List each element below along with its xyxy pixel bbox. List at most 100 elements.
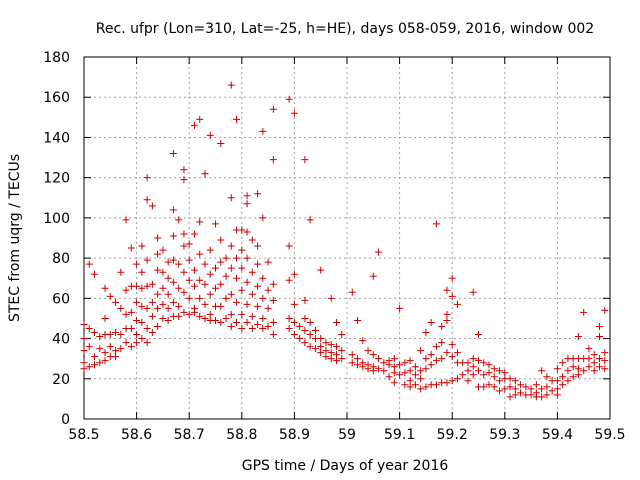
y-tick-label: 80 — [52, 251, 70, 267]
x-tick-label: 59.2 — [437, 427, 468, 443]
data-point — [233, 254, 241, 262]
data-point — [590, 359, 598, 367]
data-point — [212, 220, 219, 228]
data-point — [91, 361, 99, 369]
data-point — [553, 365, 561, 373]
x-tick-label: 58.6 — [121, 427, 152, 443]
data-point — [490, 373, 498, 381]
data-point — [354, 361, 362, 369]
data-point — [143, 174, 151, 182]
data-point — [559, 373, 567, 381]
data-point — [332, 318, 340, 326]
data-point — [196, 218, 204, 226]
data-point — [169, 232, 177, 240]
data-point — [332, 351, 340, 359]
data-point — [585, 363, 593, 371]
data-point — [127, 343, 135, 351]
data-point — [148, 298, 156, 306]
data-point — [417, 367, 425, 375]
data-point — [296, 322, 304, 330]
data-point — [406, 383, 414, 391]
data-point — [317, 335, 325, 343]
data-point — [243, 318, 251, 326]
data-point — [480, 371, 488, 379]
data-point — [243, 200, 251, 208]
y-tick-label: 180 — [43, 50, 70, 66]
data-point — [175, 302, 183, 310]
data-point — [85, 363, 93, 371]
data-point — [438, 322, 446, 330]
data-point — [217, 302, 225, 310]
data-point — [238, 325, 246, 332]
data-point — [264, 322, 272, 330]
data-point — [601, 349, 609, 357]
data-point — [159, 246, 167, 254]
data-point — [559, 381, 567, 389]
data-point — [233, 318, 241, 326]
data-point — [517, 389, 525, 397]
data-point — [143, 196, 151, 204]
data-point — [212, 264, 219, 272]
x-axis-ticks: 58.5 58.6 58.7 58.8 58.9 59 59.1 59.2 59.3 59.4 59… — [68, 57, 626, 443]
data-point — [80, 320, 88, 328]
data-point — [411, 381, 419, 389]
data-point — [411, 363, 419, 371]
data-point — [169, 278, 177, 286]
x-tick-label: 58.8 — [226, 427, 257, 443]
data-point — [375, 248, 383, 256]
data-point — [254, 302, 262, 310]
data-point — [338, 331, 346, 339]
data-point — [432, 343, 440, 351]
data-point — [432, 357, 440, 365]
data-point — [222, 314, 230, 322]
data-point — [133, 298, 141, 306]
data-point — [233, 298, 241, 306]
data-point — [422, 383, 430, 391]
data-point — [180, 166, 188, 174]
data-point — [385, 373, 393, 381]
data-point — [169, 206, 177, 214]
data-point — [264, 304, 272, 312]
data-point — [396, 371, 404, 379]
data-point — [159, 300, 167, 308]
data-point — [559, 359, 567, 367]
data-point — [359, 337, 367, 345]
data-point — [259, 294, 267, 302]
y-axis-label: STEC from uqrg / TECUs — [7, 154, 23, 322]
data-point — [301, 156, 309, 164]
data-point — [101, 349, 109, 357]
data-point — [138, 268, 146, 276]
data-point — [243, 254, 251, 262]
data-point — [96, 333, 104, 341]
data-point — [406, 367, 414, 375]
data-point — [469, 288, 477, 296]
data-point — [148, 202, 156, 210]
data-point — [290, 300, 298, 308]
data-point — [480, 359, 488, 367]
data-point — [574, 371, 582, 379]
data-point — [401, 381, 409, 389]
data-point — [96, 359, 104, 367]
data-point — [259, 127, 267, 135]
data-point — [143, 339, 151, 347]
data-point — [117, 304, 125, 312]
data-point — [548, 387, 556, 395]
data-point — [143, 256, 151, 264]
data-point — [601, 306, 609, 314]
data-point — [269, 331, 277, 339]
data-point — [601, 365, 609, 373]
data-point — [301, 327, 309, 335]
data-point — [417, 385, 425, 393]
data-point — [190, 282, 198, 290]
data-point — [190, 230, 198, 238]
data-point — [601, 357, 609, 365]
data-point — [269, 156, 277, 164]
data-point — [327, 355, 335, 363]
data-point — [296, 335, 304, 343]
y-tick-label: 60 — [52, 291, 70, 307]
data-point — [248, 236, 256, 244]
data-point — [127, 325, 135, 332]
data-point — [101, 314, 109, 322]
y-tick-label: 20 — [52, 372, 70, 388]
data-point — [348, 288, 356, 296]
